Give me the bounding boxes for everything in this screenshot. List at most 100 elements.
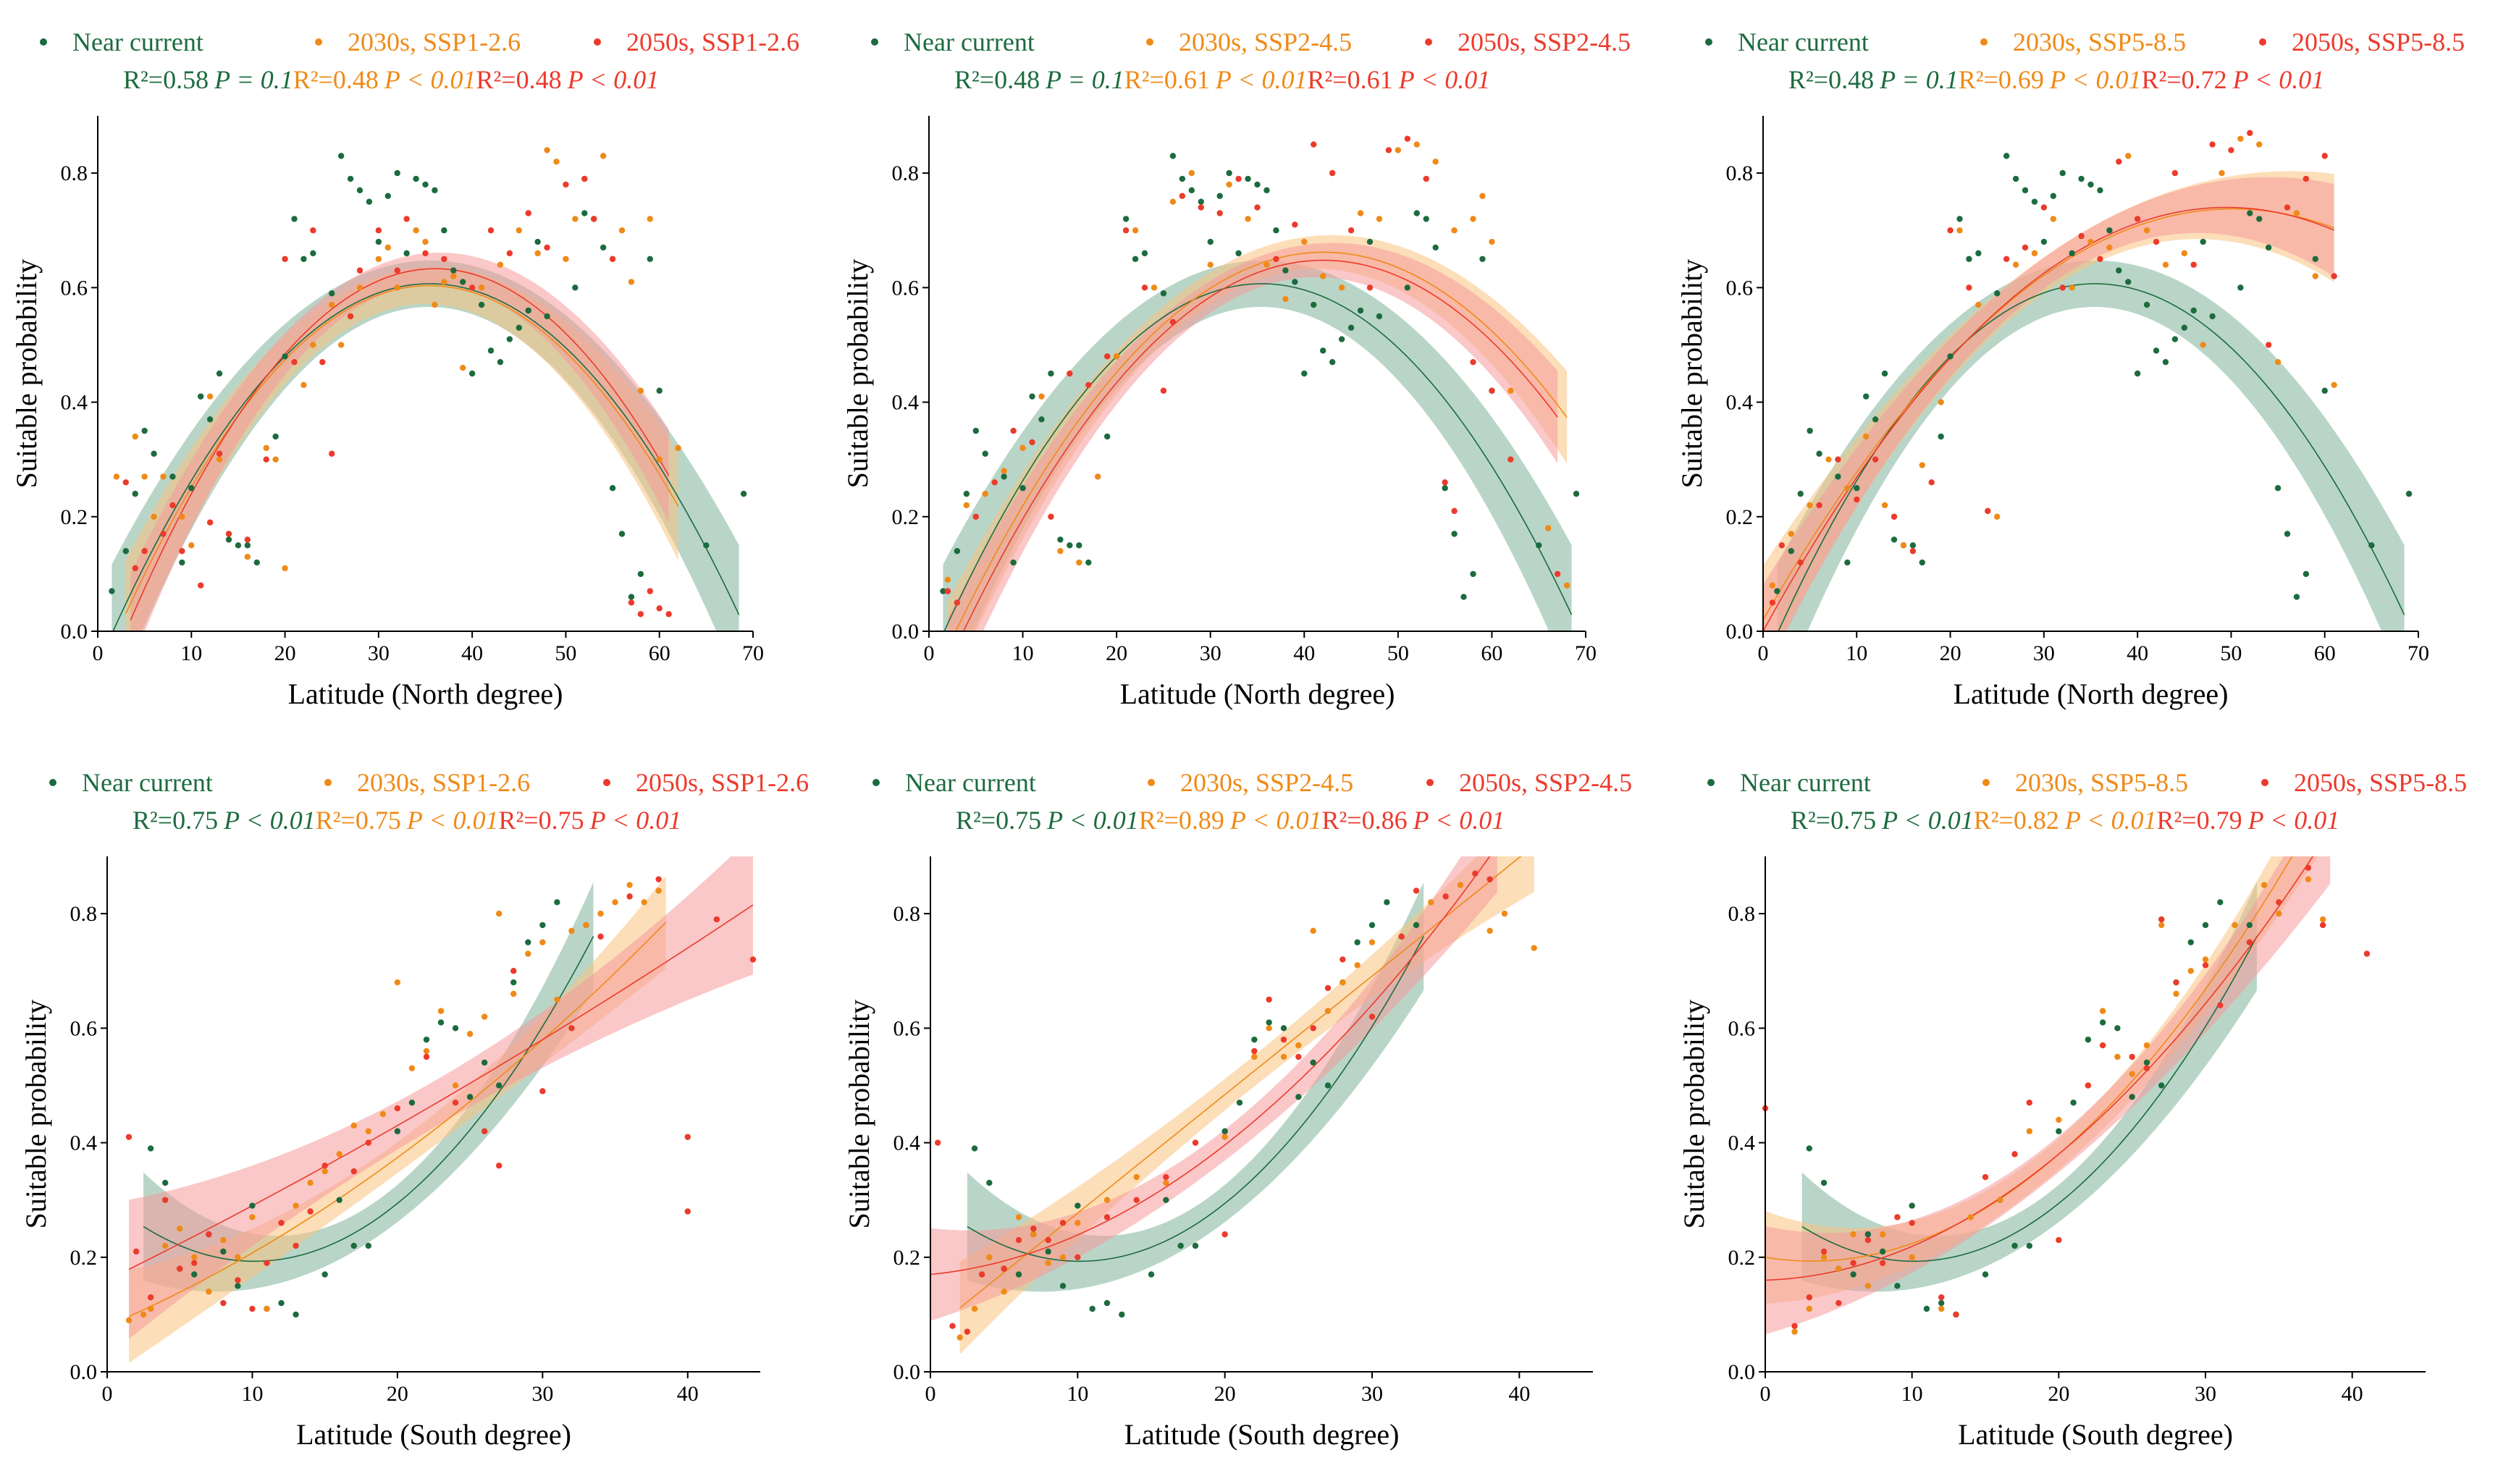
data-point-2050s [626,893,633,900]
data-point-near-current [1089,1305,1095,1312]
data-point-near-current [310,250,316,257]
data-point-2030s [466,1031,474,1037]
data-point-2050s [1850,1260,1856,1266]
y-tick-label: 0.4 [61,391,88,415]
data-point-2050s [2173,979,2179,986]
data-point-2030s [394,979,401,986]
data-point-2030s [423,1047,430,1055]
data-point-2050s [1030,1226,1037,1232]
legend-label-near-current: Near current [905,768,1036,797]
data-point-near-current [423,1036,430,1043]
x-tick-label: 70 [2407,641,2429,665]
data-point-2050s [1928,479,1935,486]
legend-label-near-current: Near current [1740,768,1871,797]
data-point-near-current [375,238,382,245]
fit-line-2030s [1765,856,2293,1262]
data-point-near-current [191,1271,198,1278]
legend-marker-2030s [1982,779,1990,786]
data-point-2030s [1909,1254,1915,1260]
data-point-near-current [1177,1242,1184,1249]
data-point-2050s [1791,1323,1798,1329]
data-point-2050s [1938,1294,1945,1301]
data-point-2030s [2237,135,2244,142]
data-point-near-current [1854,485,1860,492]
data-point-2030s [2143,227,2150,234]
legend: Near current 2030s, SSP2-4.5 2050s, SSP2-4… [872,768,1632,797]
data-point-2050s [568,1025,575,1032]
data-point-2030s [496,910,502,917]
data-point-near-current [478,301,485,308]
data-point-2050s [1160,387,1167,394]
data-point-near-current [365,1242,371,1249]
data-point-2050s [2059,284,2066,291]
x-tick-label: 20 [1214,1382,1236,1406]
p-value-2030s: P < 0.01 [384,65,476,94]
data-point-near-current [972,427,979,434]
data-point-near-current [1891,536,1898,543]
data-point-near-current [656,387,663,394]
p-value-2030s: P < 0.01 [406,806,499,835]
data-point-near-current [637,570,644,578]
data-point-2050s [1413,888,1420,894]
data-point-2050s [319,358,326,366]
data-point-2050s [375,227,382,234]
fit-line-2030s [1763,208,2334,620]
data-point-near-current [408,1099,416,1106]
r2-value-2030s: R²=0.75 [316,806,401,835]
data-point-2030s [1938,399,1944,405]
ci-band-2050s [930,856,1497,1321]
data-point-near-current [1807,427,1813,434]
data-point-2050s [2331,273,2337,279]
data-point-2030s [365,1128,371,1134]
data-point-2030s [1413,141,1420,148]
data-point-2050s [1442,479,1448,486]
data-point-near-current [151,450,157,457]
data-point-2050s [949,1323,956,1329]
data-point-2050s [978,1271,985,1278]
p-value-2050s: P < 0.01 [567,65,660,94]
y-tick-label: 0.0 [892,620,920,644]
data-point-near-current [1076,542,1082,549]
data-point-2050s [684,1134,691,1140]
legend-label-2050s: 2050s, SSP1-2.6 [626,28,799,56]
x-tick-label: 20 [1106,641,1127,665]
data-point-2050s [321,1163,328,1169]
data-point-2050s [264,1260,270,1266]
data-point-near-current [2246,922,2253,929]
data-point-2050s [1329,169,1336,177]
x-tick-label: 30 [368,641,390,665]
data-point-near-current [510,979,517,986]
r2-value-near-current: R²=0.75 [133,806,218,835]
data-point-near-current [1048,370,1054,377]
y-axis-label: Suitable probability [20,1000,52,1229]
data-point-near-current [2085,1036,2092,1043]
data-point-2050s [1075,1254,1081,1260]
data-point-2050s [749,956,757,963]
data-point-near-current [2116,267,2122,274]
x-tick-label: 40 [461,641,483,665]
data-point-near-current [1029,393,1035,400]
data-point-near-current [2321,387,2328,394]
y-tick-label: 0.2 [1728,1246,1756,1270]
data-point-2030s [2031,250,2038,257]
data-point-near-current [336,1197,342,1203]
r2-value-2030s: R²=0.69 [1959,65,2044,94]
data-point-2050s [2011,1151,2018,1158]
stats-line: R²=0.48 P = 0.1R²=0.61 P < 0.01R²=0.61 P < … [954,65,1490,94]
data-point-2050s [1192,1139,1199,1146]
data-point-2050s [1985,507,1991,515]
data-point-2030s [300,381,307,389]
data-point-2030s [1376,216,1383,222]
x-tick-label: 0 [924,641,935,665]
data-point-near-current [179,559,185,566]
data-point-2050s [2099,1042,2106,1049]
data-point-2030s [249,1214,256,1220]
data-point-2050s [1909,1220,1915,1226]
data-point-2030s [1076,559,1082,566]
x-tick-label: 50 [555,641,576,665]
data-point-near-current [1163,1197,1169,1203]
y-tick-label: 0.6 [1726,276,1754,300]
p-value-2050s: P < 0.01 [589,806,682,835]
data-point-2050s [179,548,185,555]
data-point-near-current [2143,1059,2150,1066]
